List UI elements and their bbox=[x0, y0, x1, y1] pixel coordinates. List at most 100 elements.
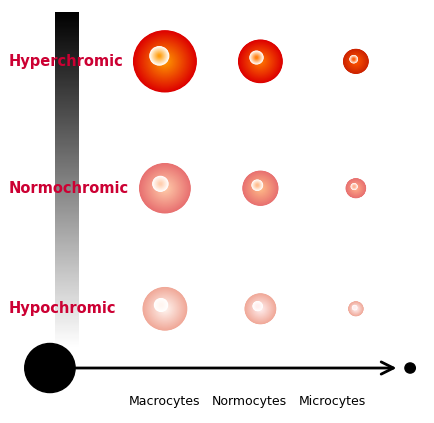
Circle shape bbox=[151, 295, 179, 322]
Bar bbox=[56, 69, 79, 71]
Circle shape bbox=[350, 56, 357, 63]
Circle shape bbox=[248, 297, 273, 321]
Circle shape bbox=[260, 60, 261, 62]
Circle shape bbox=[353, 185, 359, 191]
Circle shape bbox=[353, 59, 354, 60]
Circle shape bbox=[158, 181, 172, 195]
Circle shape bbox=[145, 169, 184, 207]
Circle shape bbox=[159, 182, 171, 194]
Bar bbox=[56, 344, 79, 346]
Bar bbox=[56, 316, 79, 318]
Circle shape bbox=[246, 294, 275, 323]
Bar bbox=[56, 140, 79, 142]
Circle shape bbox=[134, 31, 196, 92]
Circle shape bbox=[164, 60, 166, 62]
Bar bbox=[56, 56, 79, 57]
Bar bbox=[56, 71, 79, 73]
Circle shape bbox=[258, 186, 263, 190]
Circle shape bbox=[351, 57, 356, 61]
Circle shape bbox=[146, 43, 184, 80]
Circle shape bbox=[256, 305, 264, 313]
Bar bbox=[56, 308, 79, 309]
Bar bbox=[56, 29, 79, 30]
Circle shape bbox=[260, 308, 261, 309]
Circle shape bbox=[247, 295, 274, 322]
Circle shape bbox=[250, 179, 270, 198]
Circle shape bbox=[147, 171, 183, 206]
Circle shape bbox=[355, 308, 357, 310]
Bar bbox=[56, 70, 79, 72]
Circle shape bbox=[353, 306, 358, 311]
Circle shape bbox=[255, 56, 266, 67]
Circle shape bbox=[354, 59, 358, 63]
Bar bbox=[56, 85, 79, 86]
Circle shape bbox=[149, 46, 181, 77]
Bar bbox=[56, 166, 79, 168]
Bar bbox=[56, 181, 79, 182]
Bar bbox=[56, 222, 79, 223]
Bar bbox=[56, 102, 79, 103]
Bar bbox=[56, 146, 79, 148]
Circle shape bbox=[163, 59, 167, 63]
Bar bbox=[56, 72, 79, 74]
Circle shape bbox=[253, 55, 260, 60]
Bar bbox=[56, 246, 79, 248]
Circle shape bbox=[251, 299, 270, 318]
Circle shape bbox=[251, 52, 262, 63]
Circle shape bbox=[153, 297, 177, 321]
Circle shape bbox=[258, 59, 263, 63]
Bar bbox=[56, 127, 79, 129]
Circle shape bbox=[353, 185, 359, 191]
Circle shape bbox=[164, 61, 165, 62]
Circle shape bbox=[350, 303, 362, 314]
Bar bbox=[56, 245, 79, 247]
Circle shape bbox=[352, 305, 360, 313]
Circle shape bbox=[259, 307, 262, 310]
Circle shape bbox=[353, 306, 356, 309]
Circle shape bbox=[145, 41, 185, 81]
Circle shape bbox=[144, 288, 186, 330]
Circle shape bbox=[250, 299, 270, 319]
Bar bbox=[56, 130, 79, 132]
Circle shape bbox=[146, 170, 184, 207]
Circle shape bbox=[247, 48, 274, 75]
Bar bbox=[56, 119, 79, 121]
Circle shape bbox=[351, 184, 357, 190]
Circle shape bbox=[350, 303, 362, 314]
Circle shape bbox=[247, 48, 274, 74]
Bar bbox=[56, 144, 79, 145]
Circle shape bbox=[260, 61, 261, 62]
Bar bbox=[56, 104, 79, 105]
Circle shape bbox=[253, 54, 260, 61]
Circle shape bbox=[260, 308, 261, 310]
Bar bbox=[56, 325, 79, 327]
Circle shape bbox=[254, 55, 258, 60]
Bar bbox=[56, 331, 79, 332]
Circle shape bbox=[246, 47, 275, 75]
Circle shape bbox=[258, 307, 263, 311]
Circle shape bbox=[353, 58, 355, 60]
Circle shape bbox=[253, 55, 260, 61]
Circle shape bbox=[353, 186, 355, 187]
Circle shape bbox=[250, 299, 271, 319]
Bar bbox=[56, 243, 79, 244]
Bar bbox=[56, 90, 79, 92]
Bar bbox=[56, 342, 79, 343]
Circle shape bbox=[350, 303, 362, 315]
Circle shape bbox=[156, 53, 174, 70]
Bar bbox=[56, 174, 79, 175]
Circle shape bbox=[350, 56, 362, 67]
Circle shape bbox=[246, 47, 275, 76]
Bar bbox=[56, 274, 79, 275]
Bar bbox=[56, 216, 79, 218]
Circle shape bbox=[351, 304, 361, 313]
Bar bbox=[56, 14, 79, 15]
Bar bbox=[56, 239, 79, 241]
Circle shape bbox=[355, 308, 356, 309]
Bar bbox=[56, 184, 79, 185]
Circle shape bbox=[253, 54, 260, 61]
Bar bbox=[56, 233, 79, 234]
Circle shape bbox=[352, 57, 356, 61]
Circle shape bbox=[155, 52, 163, 60]
Bar bbox=[56, 332, 79, 333]
